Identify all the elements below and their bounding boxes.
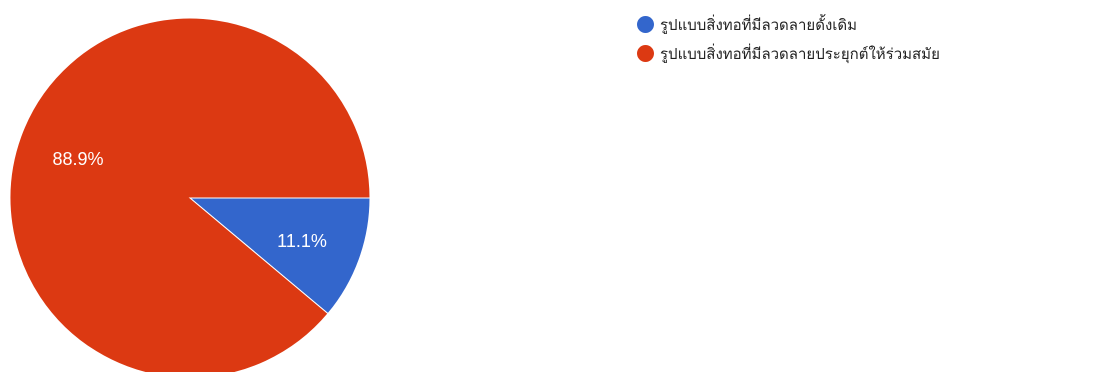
legend-item-2: รูปแบบสิ่งทอที่มีลวดลายประยุกต์ให้ร่วมสม… xyxy=(637,39,940,68)
legend-label: รูปแบบสิ่งทอที่มีลวดลายดั้งเดิม xyxy=(660,15,858,34)
pie-slice-labels: 11.1% 88.9% xyxy=(52,149,326,251)
pie-slices xyxy=(9,17,371,372)
pie-slice-label-2: 88.9% xyxy=(52,149,103,169)
legend-label: รูปแบบสิ่งทอที่มีลวดลายประยุกต์ให้ร่วมสม… xyxy=(660,44,940,63)
pie-slice-1 xyxy=(188,197,371,315)
legend-dot-icon xyxy=(637,16,654,33)
legend-dot-icon xyxy=(637,45,654,62)
pie-slice-label-1: 11.1% xyxy=(277,231,327,251)
legend: รูปแบบสิ่งทอที่มีลวดลายดั้งเดิมรูปแบบสิ่… xyxy=(637,10,940,68)
pie-slice-2 xyxy=(9,17,371,372)
legend-item-1: รูปแบบสิ่งทอที่มีลวดลายดั้งเดิม xyxy=(637,10,940,39)
